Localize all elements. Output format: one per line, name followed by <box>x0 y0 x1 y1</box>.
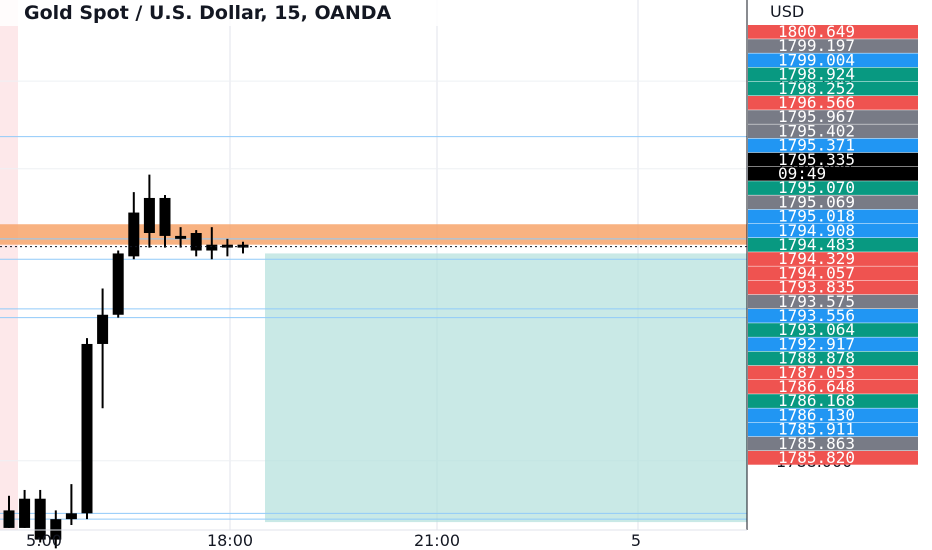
price-tag-label-26: 1786.168 <box>778 391 855 410</box>
candle-body-11 <box>175 235 187 239</box>
candle-body-7 <box>112 253 124 315</box>
candle-body-13 <box>206 244 218 251</box>
price-tag-9 <box>748 152 918 167</box>
price-tag-28 <box>748 422 918 437</box>
price-tag-label-3: 1798.924 <box>778 65 855 84</box>
price-tag-27 <box>748 408 918 423</box>
price-tag-4 <box>748 81 918 96</box>
price-tag-label-9: 1795.335 <box>778 150 855 169</box>
candle-body-10 <box>159 197 171 236</box>
candle-body-0 <box>3 510 15 528</box>
price-tag-8 <box>748 138 918 153</box>
price-tag-25 <box>748 380 918 394</box>
candle-body-1 <box>19 498 31 528</box>
price-tag-19 <box>748 294 918 309</box>
candle-body-4 <box>65 513 77 520</box>
currency-label: USD <box>770 2 804 21</box>
price-tag-13 <box>748 209 918 224</box>
price-tag-21 <box>748 323 918 337</box>
candle-body-2 <box>34 498 46 540</box>
candle-body-8 <box>128 212 140 257</box>
price-tag-label-19: 1793.575 <box>778 292 855 311</box>
candle-body-12 <box>190 233 202 251</box>
target-zone <box>265 253 747 523</box>
price-tag-10 <box>748 167 918 181</box>
price-tag-20 <box>748 309 918 323</box>
price-tag-label-16: 1794.329 <box>778 249 855 268</box>
candle-body-14 <box>221 244 233 248</box>
price-tag-label-12: 1795.069 <box>778 192 855 211</box>
price-tag-label-0: 1800.649 <box>778 22 855 41</box>
level-lines <box>0 136 747 520</box>
price-tag-label-25: 1786.648 <box>778 377 855 396</box>
price-tag-0 <box>748 25 918 39</box>
price-tag-3 <box>748 67 918 82</box>
price-tag-26 <box>748 394 918 408</box>
price-tag-15 <box>748 238 918 252</box>
price-tag-label-5: 1796.566 <box>778 93 855 112</box>
price-tag-label-15: 1794.483 <box>778 235 855 254</box>
price-tag-30 <box>748 451 918 465</box>
price-tag-label-8: 1795.371 <box>778 136 855 155</box>
price-tag-2 <box>748 53 918 68</box>
price-axis[interactable]: 1801.0001798.0001788.0001800.6491799.197… <box>748 22 918 471</box>
price-tag-label-6: 1795.967 <box>778 107 855 126</box>
price-tag-29 <box>748 436 918 451</box>
price-tag-22 <box>748 337 918 352</box>
price-tag-label-14: 1794.908 <box>778 221 855 240</box>
price-tag-11 <box>748 181 918 195</box>
price-tag-7 <box>748 124 918 139</box>
price-tag-label-2: 1799.004 <box>778 50 855 69</box>
price-tag-1 <box>748 39 918 53</box>
price-tag-14 <box>748 223 918 238</box>
price-tag-label-10: 09:49 <box>778 164 826 183</box>
session-highlight <box>0 0 18 530</box>
candle-body-9 <box>143 197 155 233</box>
price-tag-label-17: 1794.057 <box>778 263 855 282</box>
time-axis-label-2: 21:00 <box>414 531 460 550</box>
price-tag-label-21: 1793.064 <box>778 320 855 339</box>
time-axis-label-0: 5:00 <box>26 531 62 550</box>
price-tag-label-7: 1795.402 <box>778 121 855 140</box>
price-tag-label-18: 1793.835 <box>778 278 855 297</box>
candle-body-5 <box>81 343 93 514</box>
time-axis[interactable]: 5:00 18:00 21:00 5 <box>26 531 641 550</box>
price-tag-18 <box>748 280 918 295</box>
price-tag-label-28: 1785.911 <box>778 420 855 439</box>
price-tag-label-1: 1799.197 <box>778 36 855 55</box>
price-tag-label-29: 1785.863 <box>778 434 855 453</box>
price-tag-24 <box>748 365 918 380</box>
price-tag-17 <box>748 266 918 281</box>
time-axis-label-3: 5 <box>631 531 641 550</box>
price-tag-label-11: 1795.070 <box>778 178 855 197</box>
price-tag-5 <box>748 96 918 110</box>
price-tag-label-20: 1793.556 <box>778 306 855 325</box>
price-tag-label-4: 1798.252 <box>778 79 855 98</box>
price-tag-label-23: 1788.878 <box>778 349 855 368</box>
price-tag-label-24: 1787.053 <box>778 363 855 382</box>
price-tag-6 <box>748 110 918 124</box>
price-tag-label-30: 1785.820 <box>778 448 855 467</box>
candle-body-15 <box>237 244 249 248</box>
title-backdrop <box>0 0 520 26</box>
price-tag-23 <box>748 351 918 366</box>
price-tag-label-13: 1795.018 <box>778 207 855 226</box>
candle-body-6 <box>97 314 109 344</box>
candles <box>3 174 249 549</box>
candle-body-3 <box>50 519 62 540</box>
time-axis-label-1: 18:00 <box>207 531 253 550</box>
price-tag-16 <box>748 252 918 266</box>
price-tag-12 <box>748 195 918 210</box>
stop-zone <box>0 224 747 245</box>
price-tag-label-27: 1786.130 <box>778 405 855 424</box>
chart-title: Gold Spot / U.S. Dollar, 15, OANDA <box>24 2 392 24</box>
price-tag-label-22: 1792.917 <box>778 334 855 353</box>
